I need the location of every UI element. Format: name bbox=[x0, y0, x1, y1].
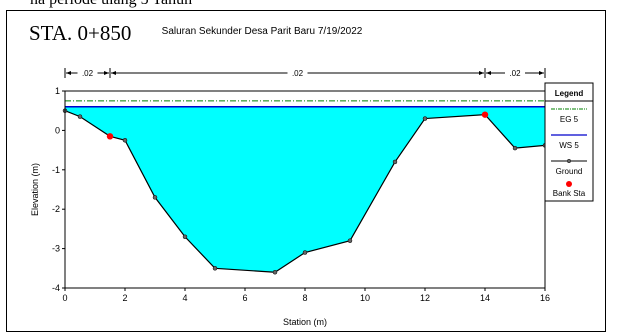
x-tick-label: 14 bbox=[480, 293, 490, 303]
manning-n-label: .02 bbox=[82, 69, 94, 78]
x-tick-label: 12 bbox=[420, 293, 430, 303]
y-tick-label: 1 bbox=[55, 86, 60, 96]
station-label: STA. 0+850 bbox=[29, 21, 132, 45]
manning-arrow-left bbox=[486, 71, 491, 75]
y-axis-label: Elevation (m) bbox=[30, 163, 40, 216]
ground-point bbox=[272, 269, 278, 275]
manning-n-label: .02 bbox=[292, 69, 304, 78]
water-area-fill bbox=[65, 106, 545, 273]
x-tick-label: 10 bbox=[360, 293, 370, 303]
ground-point bbox=[77, 114, 83, 119]
header-text-fragment: na periode ulang 5 Tahun bbox=[30, 0, 192, 9]
legend-eg-label: EG 5 bbox=[560, 115, 579, 124]
ground-point bbox=[212, 266, 218, 271]
y-tick-label: -4 bbox=[52, 283, 60, 293]
ground-point bbox=[122, 138, 128, 143]
manning-arrow-left bbox=[66, 71, 71, 75]
legend-ws-label: WS 5 bbox=[559, 141, 579, 150]
ground-point bbox=[302, 250, 308, 255]
manning-arrow-right bbox=[479, 71, 484, 75]
x-tick-label: 0 bbox=[62, 293, 67, 303]
legend-bank-label: Bank Sta bbox=[553, 189, 586, 198]
legend-title: Legend bbox=[555, 89, 584, 98]
chart-frame: STA. 0+850 Saluran Sekunder Desa Parit B… bbox=[6, 10, 606, 332]
x-tick-label: 8 bbox=[302, 293, 307, 303]
bank-station-point bbox=[481, 111, 489, 118]
y-tick-label: 0 bbox=[55, 125, 60, 135]
y-tick-label: -2 bbox=[52, 204, 60, 214]
manning-arrow-right bbox=[104, 71, 109, 75]
legend-bank-marker bbox=[566, 181, 572, 187]
chart-title: Saluran Sekunder Desa Parit Baru 7/19/20… bbox=[162, 26, 363, 37]
bank-station-point bbox=[106, 133, 114, 140]
cross-section-chart: Saluran Sekunder Desa Parit Baru 7/19/20… bbox=[30, 26, 594, 327]
manning-n-label: .02 bbox=[509, 69, 521, 78]
x-axis-label: Station (m) bbox=[283, 317, 327, 327]
x-tick-label: 6 bbox=[242, 293, 247, 303]
ground-point bbox=[182, 234, 188, 240]
ground-point bbox=[347, 238, 353, 243]
legend-ground-marker bbox=[566, 158, 572, 164]
x-tick-label: 2 bbox=[122, 293, 127, 303]
legend-ground-label: Ground bbox=[556, 167, 583, 176]
ground-point bbox=[392, 159, 398, 165]
ground-point bbox=[422, 116, 428, 121]
manning-arrow-right bbox=[539, 71, 544, 75]
y-tick-label: -1 bbox=[52, 165, 60, 175]
ground-point bbox=[152, 195, 158, 200]
x-tick-label: 16 bbox=[540, 293, 550, 303]
x-tick-label: 4 bbox=[182, 293, 187, 303]
ground-point bbox=[512, 145, 518, 151]
manning-arrow-left bbox=[111, 71, 116, 75]
y-tick-label: -3 bbox=[52, 244, 60, 254]
